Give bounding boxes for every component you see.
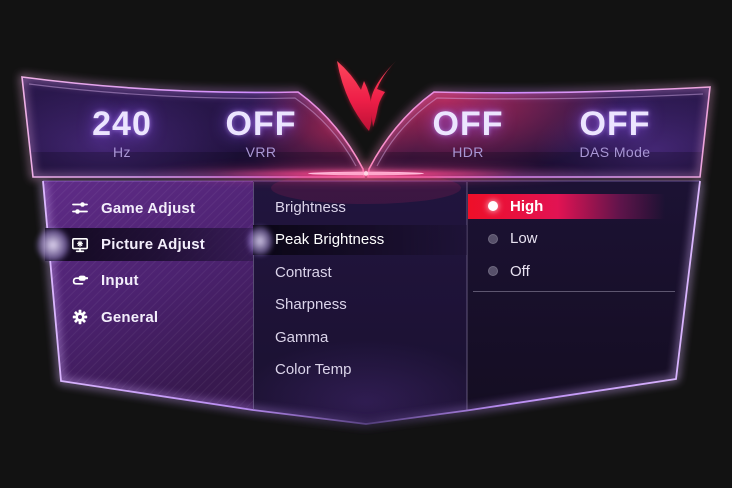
das-label: DAS Mode — [579, 144, 651, 160]
peak-brightness-options: High Low Off — [468, 190, 692, 292]
menu-item-sharpness[interactable]: Sharpness — [253, 289, 467, 322]
status-item-das-mode: OFF DAS Mode — [535, 105, 695, 160]
vrr-label: VRR — [245, 144, 277, 160]
sidebar-item-label: Game Adjust — [101, 199, 196, 217]
option-high[interactable]: High — [468, 190, 692, 223]
monitor-sparkle-icon — [71, 236, 89, 254]
menu-item-contrast[interactable]: Contrast — [253, 256, 467, 289]
sidebar-item-label: General — [101, 308, 159, 326]
menu-panel-shape — [41, 180, 702, 426]
options-divider — [473, 291, 675, 292]
option-label: Off — [510, 262, 530, 280]
sliders-icon — [71, 199, 89, 217]
sidebar-item-game-adjust[interactable]: Game Adjust — [45, 190, 253, 226]
plug-icon — [71, 272, 89, 290]
option-label: Low — [510, 230, 538, 248]
menu-item-color-temp[interactable]: Color Temp — [253, 354, 467, 387]
hdr-value: OFF — [432, 105, 504, 143]
gear-icon — [71, 308, 89, 326]
menu-item-gamma[interactable]: Gamma — [253, 321, 467, 354]
option-label: High — [510, 197, 544, 215]
radio-dot — [488, 266, 498, 277]
option-low[interactable]: Low — [468, 223, 692, 256]
sidebar-item-general[interactable]: General — [45, 299, 253, 335]
menu-item-peak-brightness[interactable]: Peak Brightness — [253, 224, 467, 257]
hdr-label: HDR — [452, 144, 484, 160]
sidebar: Game Adjust Picture Adjust — [45, 190, 253, 336]
sidebar-item-input[interactable]: Input — [45, 263, 253, 299]
menu-item-label: Gamma — [275, 328, 329, 346]
picture-adjust-menu: Brightness Peak Brightness Contrast Shar… — [253, 191, 467, 386]
ultragear-logo-icon — [337, 61, 396, 131]
menu-item-label: Sharpness — [275, 296, 347, 314]
status-item-refresh-rate: 240 Hz — [42, 105, 202, 160]
menu-item-brightness[interactable]: Brightness — [253, 191, 467, 224]
refresh-rate-label: Hz — [113, 144, 131, 160]
menu-item-label: Brightness — [275, 198, 346, 216]
vrr-value: OFF — [225, 105, 297, 143]
flare-line — [131, 163, 601, 204]
radio-dot — [488, 233, 498, 244]
sidebar-item-label: Input — [101, 272, 139, 290]
menu-item-label: Color Temp — [275, 361, 352, 379]
status-item-vrr: OFF VRR — [181, 105, 341, 160]
menu-item-label: Contrast — [275, 263, 332, 281]
status-item-hdr: OFF HDR — [388, 105, 548, 160]
refresh-rate-value: 240 — [92, 105, 152, 143]
option-off[interactable]: Off — [468, 255, 692, 288]
das-value: OFF — [579, 105, 651, 143]
menu-item-label: Peak Brightness — [275, 231, 385, 249]
sidebar-item-label: Picture Adjust — [101, 236, 205, 254]
sidebar-item-picture-adjust[interactable]: Picture Adjust — [45, 226, 253, 262]
radio-dot-selected — [488, 201, 498, 212]
